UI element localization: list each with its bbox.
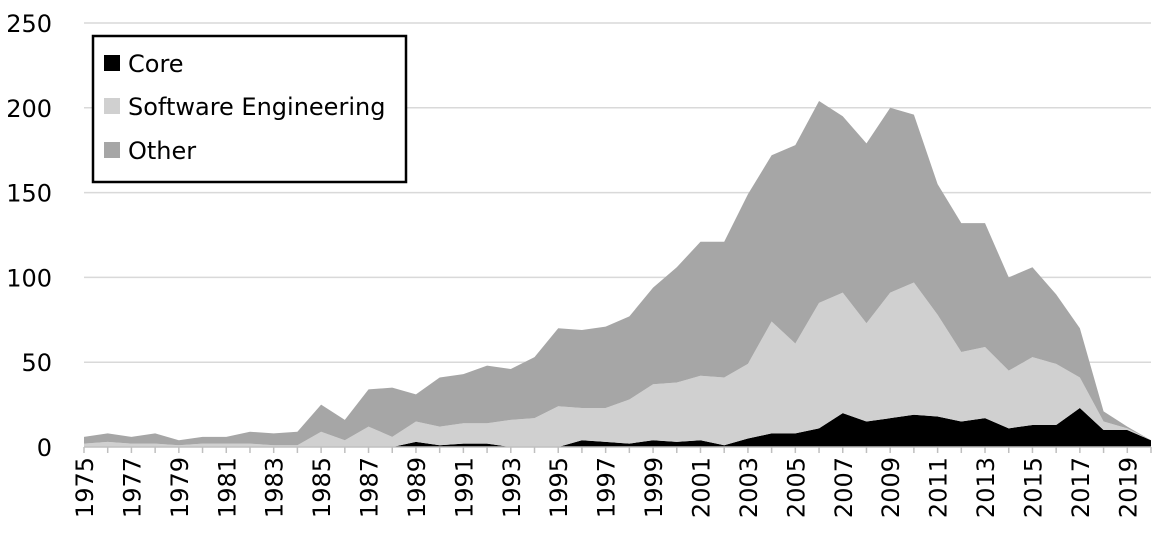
x-tick-label-2015: 2015 [1019,457,1047,518]
legend-label-software-engineering: Software Engineering [128,93,385,121]
y-tick-labels: 0 50 100 150 200 250 [6,10,52,462]
x-tick-label-1975: 1975 [71,457,99,518]
x-tick-label-2003: 2003 [735,457,763,518]
legend: Core Software Engineering Other [91,34,408,184]
x-tick-label-1987: 1987 [356,457,384,518]
legend-box [91,34,408,184]
x-tick-label-1983: 1983 [261,457,289,518]
x-tick-label-2007: 2007 [830,457,858,518]
legend-label-core: Core [128,50,184,78]
x-tick-label-1985: 1985 [308,457,336,518]
x-tick-labels: 1975 1977 1979 1981 1983 1985 1987 1989 1991 1993… [71,457,1142,518]
y-tick-label-100: 100 [6,264,52,292]
x-tick-label-1977: 1977 [118,457,146,518]
legend-swatch-core [104,55,120,71]
x-tick-label-2013: 2013 [972,457,1000,518]
x-tick-label-1989: 1989 [403,457,431,518]
x-tick-label-2009: 2009 [877,457,905,518]
x-tick-label-2001: 2001 [687,457,715,518]
x-tick-label-1981: 1981 [213,457,241,518]
y-tick-label-200: 200 [6,95,52,123]
x-tick-label-1995: 1995 [545,457,573,518]
x-tick-label-2011: 2011 [925,457,953,518]
x-tick-label-1997: 1997 [593,457,621,518]
legend-label-other: Other [128,137,196,165]
y-tick-label-50: 50 [21,349,52,377]
y-tick-label-250: 250 [6,10,52,38]
x-tick-label-1999: 1999 [640,457,668,518]
x-tick-label-2005: 2005 [782,457,810,518]
area-other [84,101,1151,446]
legend-swatch-other [104,142,120,158]
x-tick-label-2017: 2017 [1067,457,1095,518]
area-core [84,407,1151,447]
x-tick-label-1991: 1991 [450,457,478,518]
area-software-engineering [84,282,1151,447]
legend-swatch-software-engineering [104,98,120,114]
y-tick-label-150: 150 [6,180,52,208]
axes [83,446,1152,453]
x-tick-label-2019: 2019 [1114,457,1142,518]
x-tick-label-1993: 1993 [498,457,526,518]
y-tick-label-0: 0 [37,434,52,462]
x-tick-label-1979: 1979 [166,457,194,518]
area-series [84,101,1151,447]
